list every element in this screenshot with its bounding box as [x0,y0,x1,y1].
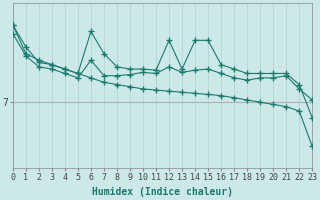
X-axis label: Humidex (Indice chaleur): Humidex (Indice chaleur) [92,187,233,197]
